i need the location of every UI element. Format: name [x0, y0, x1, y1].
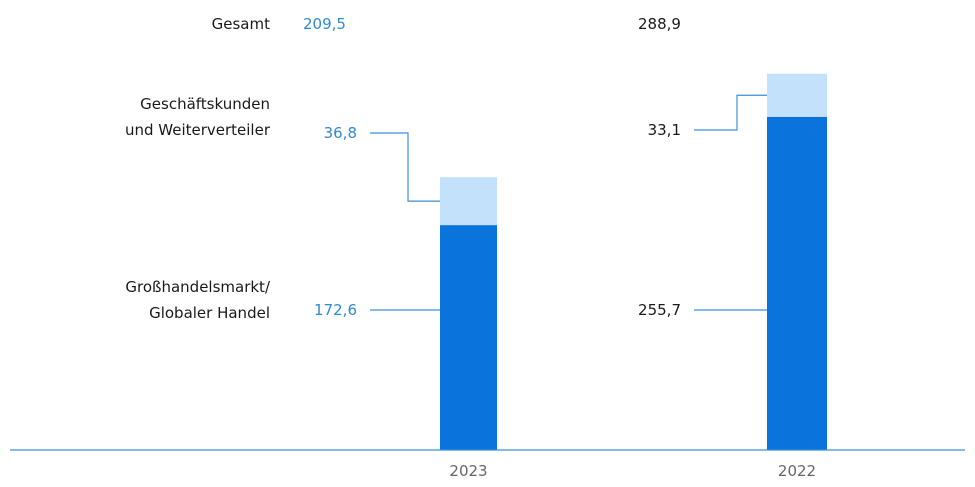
total-label: 209,5	[303, 15, 346, 33]
bar-segment	[767, 116, 827, 450]
total-label: 288,9	[638, 15, 681, 33]
series-label: Geschäftskunden und Weiterverteiler	[124, 95, 270, 139]
value-label: 33,1	[647, 121, 681, 139]
value-label: 255,7	[638, 301, 681, 319]
x-tick-label: 2022	[777, 462, 817, 480]
x-tick-label: 2023	[449, 462, 488, 480]
bar-segment	[440, 225, 497, 450]
series-label: Großhandelsmarkt/ Globaler Handel	[125, 278, 270, 322]
value-label: 172,6	[314, 301, 357, 319]
series-label: Gesamt	[211, 15, 270, 33]
bar-segment	[767, 73, 827, 117]
connector	[694, 94, 767, 131]
bar-segment	[440, 177, 497, 226]
value-label: 36,8	[323, 124, 357, 142]
connector	[370, 132, 440, 202]
